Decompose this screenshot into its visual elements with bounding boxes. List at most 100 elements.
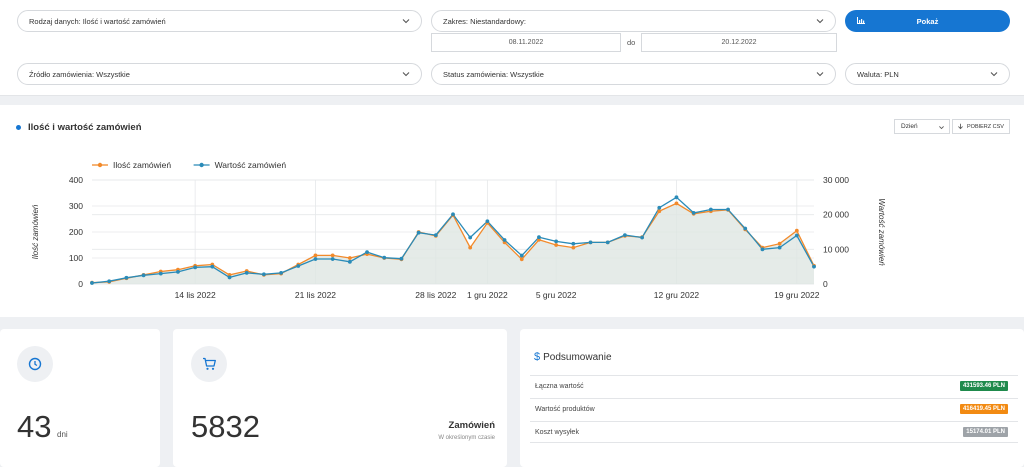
orders-value: 5832 <box>191 409 260 444</box>
y-right-tick-label: 0 <box>823 279 828 289</box>
legend-label: Ilość zamówień <box>113 160 171 170</box>
x-tick-label: 1 gru 2022 <box>467 290 508 300</box>
date-separator: do <box>627 38 636 47</box>
summary-title: $ Podsumowanie <box>534 351 612 363</box>
date-from-field[interactable]: 08.11.2022 <box>431 33 621 52</box>
range-select[interactable]: Zakres: Niestandardowy: <box>431 10 836 32</box>
summary-row-label: Koszt wysyłek <box>535 428 579 436</box>
data-point <box>313 253 318 258</box>
data-point <box>451 212 455 217</box>
chart-points <box>90 195 816 285</box>
data-point <box>571 241 576 246</box>
cart-icon-circle <box>191 346 227 382</box>
source-select[interactable]: Źródło zamówienia: Wszystkie <box>17 63 422 85</box>
clock-icon <box>28 357 42 371</box>
orders-label: Zamówień <box>448 420 495 431</box>
granularity-label: Dzień <box>901 123 918 130</box>
days-card: 43 dni <box>0 329 160 467</box>
data-point <box>519 253 524 258</box>
data-point <box>124 275 129 280</box>
x-tick-label: 14 lis 2022 <box>175 290 216 300</box>
currency-select[interactable]: Waluta: PLN <box>845 63 1010 85</box>
chart-legend: Ilość zamówień Wartość zamówień <box>92 160 286 170</box>
status-select[interactable]: Status zamówienia: Wszystkie <box>431 63 836 85</box>
data-point <box>537 235 541 240</box>
dollar-icon: $ <box>534 351 541 363</box>
summary-row-label: Łączna wartość <box>535 383 584 390</box>
data-type-label: Rodzaj danych: Ilość i wartość zamówień <box>29 16 166 26</box>
data-point <box>588 240 593 245</box>
data-point <box>347 259 352 264</box>
data-point <box>519 257 524 262</box>
data-point <box>433 233 438 238</box>
data-point <box>347 256 352 260</box>
data-point <box>674 201 679 206</box>
date-to-field[interactable]: 20.12.2022 <box>641 33 837 52</box>
show-button[interactable]: Pokaż <box>845 10 1010 32</box>
x-tick-label: 28 lis 2022 <box>415 290 456 300</box>
orders-card: 5832 Zamówień W określonym czasie <box>173 329 507 467</box>
data-type-select[interactable]: Rodzaj danych: Ilość i wartość zamówień <box>17 10 422 32</box>
currency-label: Waluta: PLN <box>857 69 899 79</box>
data-point <box>502 238 507 242</box>
data-point <box>605 240 610 245</box>
data-point <box>794 233 799 238</box>
summary-row-badge: 431593.46 PLN <box>959 381 1008 391</box>
data-point <box>708 207 713 212</box>
data-point <box>657 205 662 210</box>
range-label: Zakres: Niestandardowy: <box>443 16 526 26</box>
orders-chart: Ilość zamówień Wartość zamówień 0 100 200 30… <box>31 160 886 300</box>
data-point <box>330 257 335 261</box>
chart-area <box>92 203 814 284</box>
data-point <box>537 237 541 242</box>
y-right-tick-label: 10 000 <box>823 244 849 254</box>
data-point <box>416 230 421 235</box>
x-tick-label: 12 gru 2022 <box>654 290 700 300</box>
filters-panel: Rodzaj danych: Ilość i wartość zamówień … <box>0 0 1024 96</box>
chart-icon <box>857 17 865 24</box>
download-csv-label: POBIERZ CSV <box>967 123 1004 130</box>
data-point <box>227 275 232 280</box>
x-tick-label: 5 gru 2022 <box>536 290 577 300</box>
data-point <box>812 264 816 269</box>
data-point <box>640 235 644 240</box>
data-point <box>244 271 249 275</box>
chevron-down-icon <box>990 72 998 77</box>
data-point <box>657 209 662 214</box>
y-left-tick-label: 100 <box>69 253 83 263</box>
summary-row-badge: 416419.45 PLN <box>959 404 1008 414</box>
summary-row: Wartość produktów 416419.45 PLN <box>530 398 1018 420</box>
chart-axes: 0 100 200 300 400 0 10 000 20 000 30 000 14 lis 2… <box>31 175 886 300</box>
y-left-tick-label: 0 <box>78 279 83 289</box>
y-left-tick-label: 300 <box>69 201 83 211</box>
y-left-tick-label: 400 <box>69 175 83 185</box>
data-point <box>141 273 146 278</box>
chevron-down-icon <box>939 126 944 130</box>
chevron-down-icon <box>402 72 410 77</box>
data-point <box>554 243 559 247</box>
data-point <box>210 264 215 269</box>
granularity-select[interactable]: Dzień <box>894 119 950 134</box>
chevron-down-icon <box>402 19 410 24</box>
x-tick-label: 19 gru 2022 <box>774 290 820 300</box>
clock-icon-circle <box>17 346 53 382</box>
orders-subtitle: W określonym czasie <box>438 435 495 441</box>
y-right-tick-label: 30 000 <box>823 175 849 185</box>
data-point <box>468 245 473 250</box>
y-right-tick-label: 20 000 <box>823 210 849 220</box>
status-label: Status zamówienia: Wszystkie <box>443 69 544 79</box>
y-left-tick-label: 200 <box>69 227 83 237</box>
data-point <box>485 219 490 224</box>
download-csv-button[interactable]: POBIERZ CSV <box>952 119 1010 134</box>
show-button-label: Pokaż <box>916 16 939 26</box>
data-point <box>193 265 198 270</box>
data-point <box>743 226 748 231</box>
chart-title-text: Ilość i wartość zamówień <box>28 122 142 133</box>
summary-row: Koszt wysyłek 15174.01 PLN <box>530 421 1018 443</box>
series-area <box>92 203 814 284</box>
data-point <box>468 235 473 240</box>
summary-row-label: Wartość produktów <box>535 406 595 413</box>
days-unit: dni <box>57 430 68 439</box>
data-point <box>382 255 387 260</box>
data-point <box>571 245 576 250</box>
